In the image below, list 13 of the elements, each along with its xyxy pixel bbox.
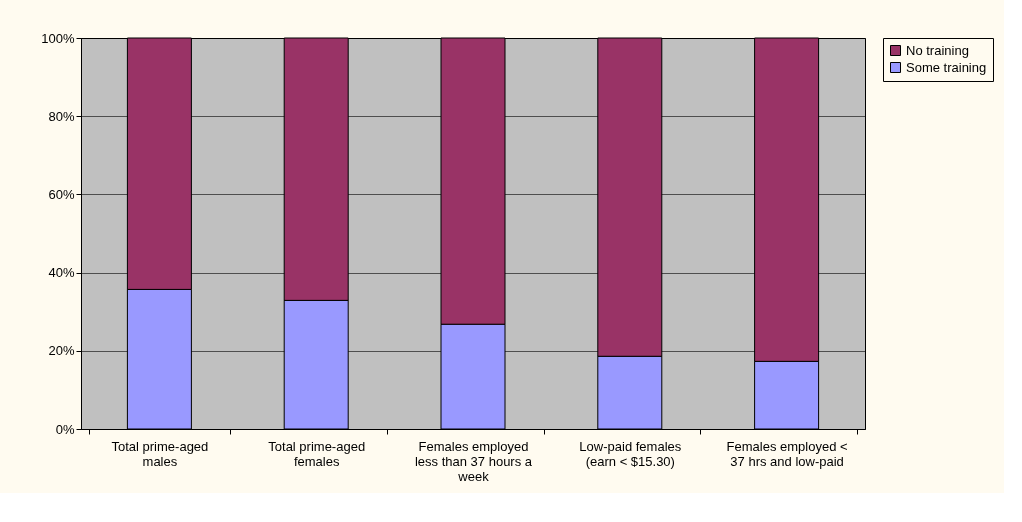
x-tick-label: Females employed less than 37 hours a week [414, 438, 533, 484]
y-tick-label: 60% [48, 186, 75, 202]
x-tick-label: Total prime-aged males [111, 438, 209, 469]
legend-label: No training [906, 42, 969, 58]
legend-label: Some training [906, 59, 987, 75]
y-tick-label: 100% [41, 30, 75, 46]
y-tick-label: 80% [48, 108, 75, 124]
y-tick-label: 0% [55, 421, 75, 437]
y-tick-label: 40% [48, 265, 75, 281]
x-tick-label: Total prime-aged females [268, 438, 366, 469]
y-tick-label: 20% [48, 343, 75, 359]
x-tick-label: Females employed < 37 hrs and low-paid [726, 438, 848, 469]
x-tick-label: Low-paid females (earn < $15.30) [579, 438, 682, 469]
